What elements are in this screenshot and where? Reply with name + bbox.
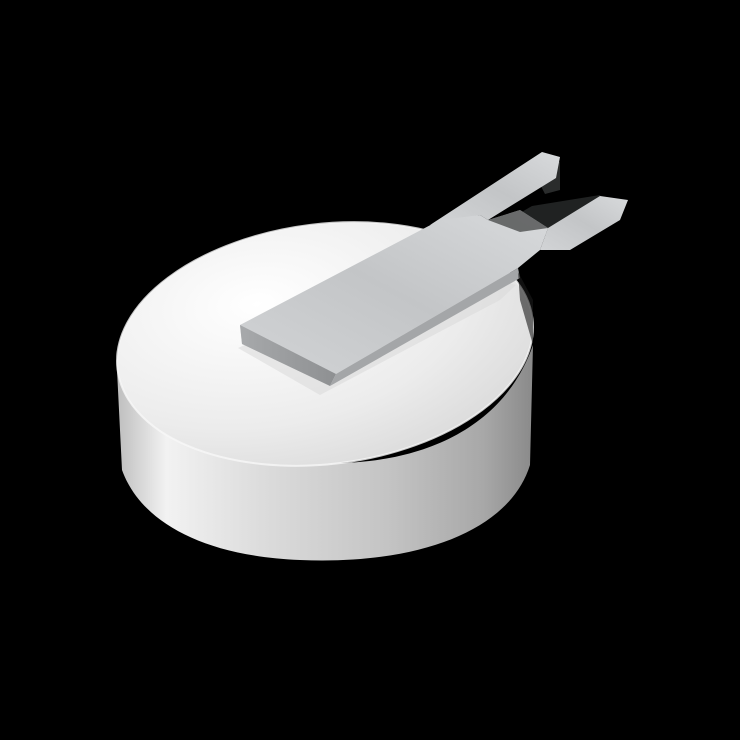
- tab-front-edge: [240, 325, 336, 386]
- tab-left-prong: [430, 152, 560, 225]
- battery-side-wall: [116, 345, 533, 561]
- tab-right-edge: [330, 268, 520, 386]
- battery-cast-shadow: [518, 272, 533, 345]
- tab-right-prong: [540, 196, 628, 250]
- tab-fork-notch: [488, 210, 548, 232]
- tab-main-strip: [240, 210, 548, 374]
